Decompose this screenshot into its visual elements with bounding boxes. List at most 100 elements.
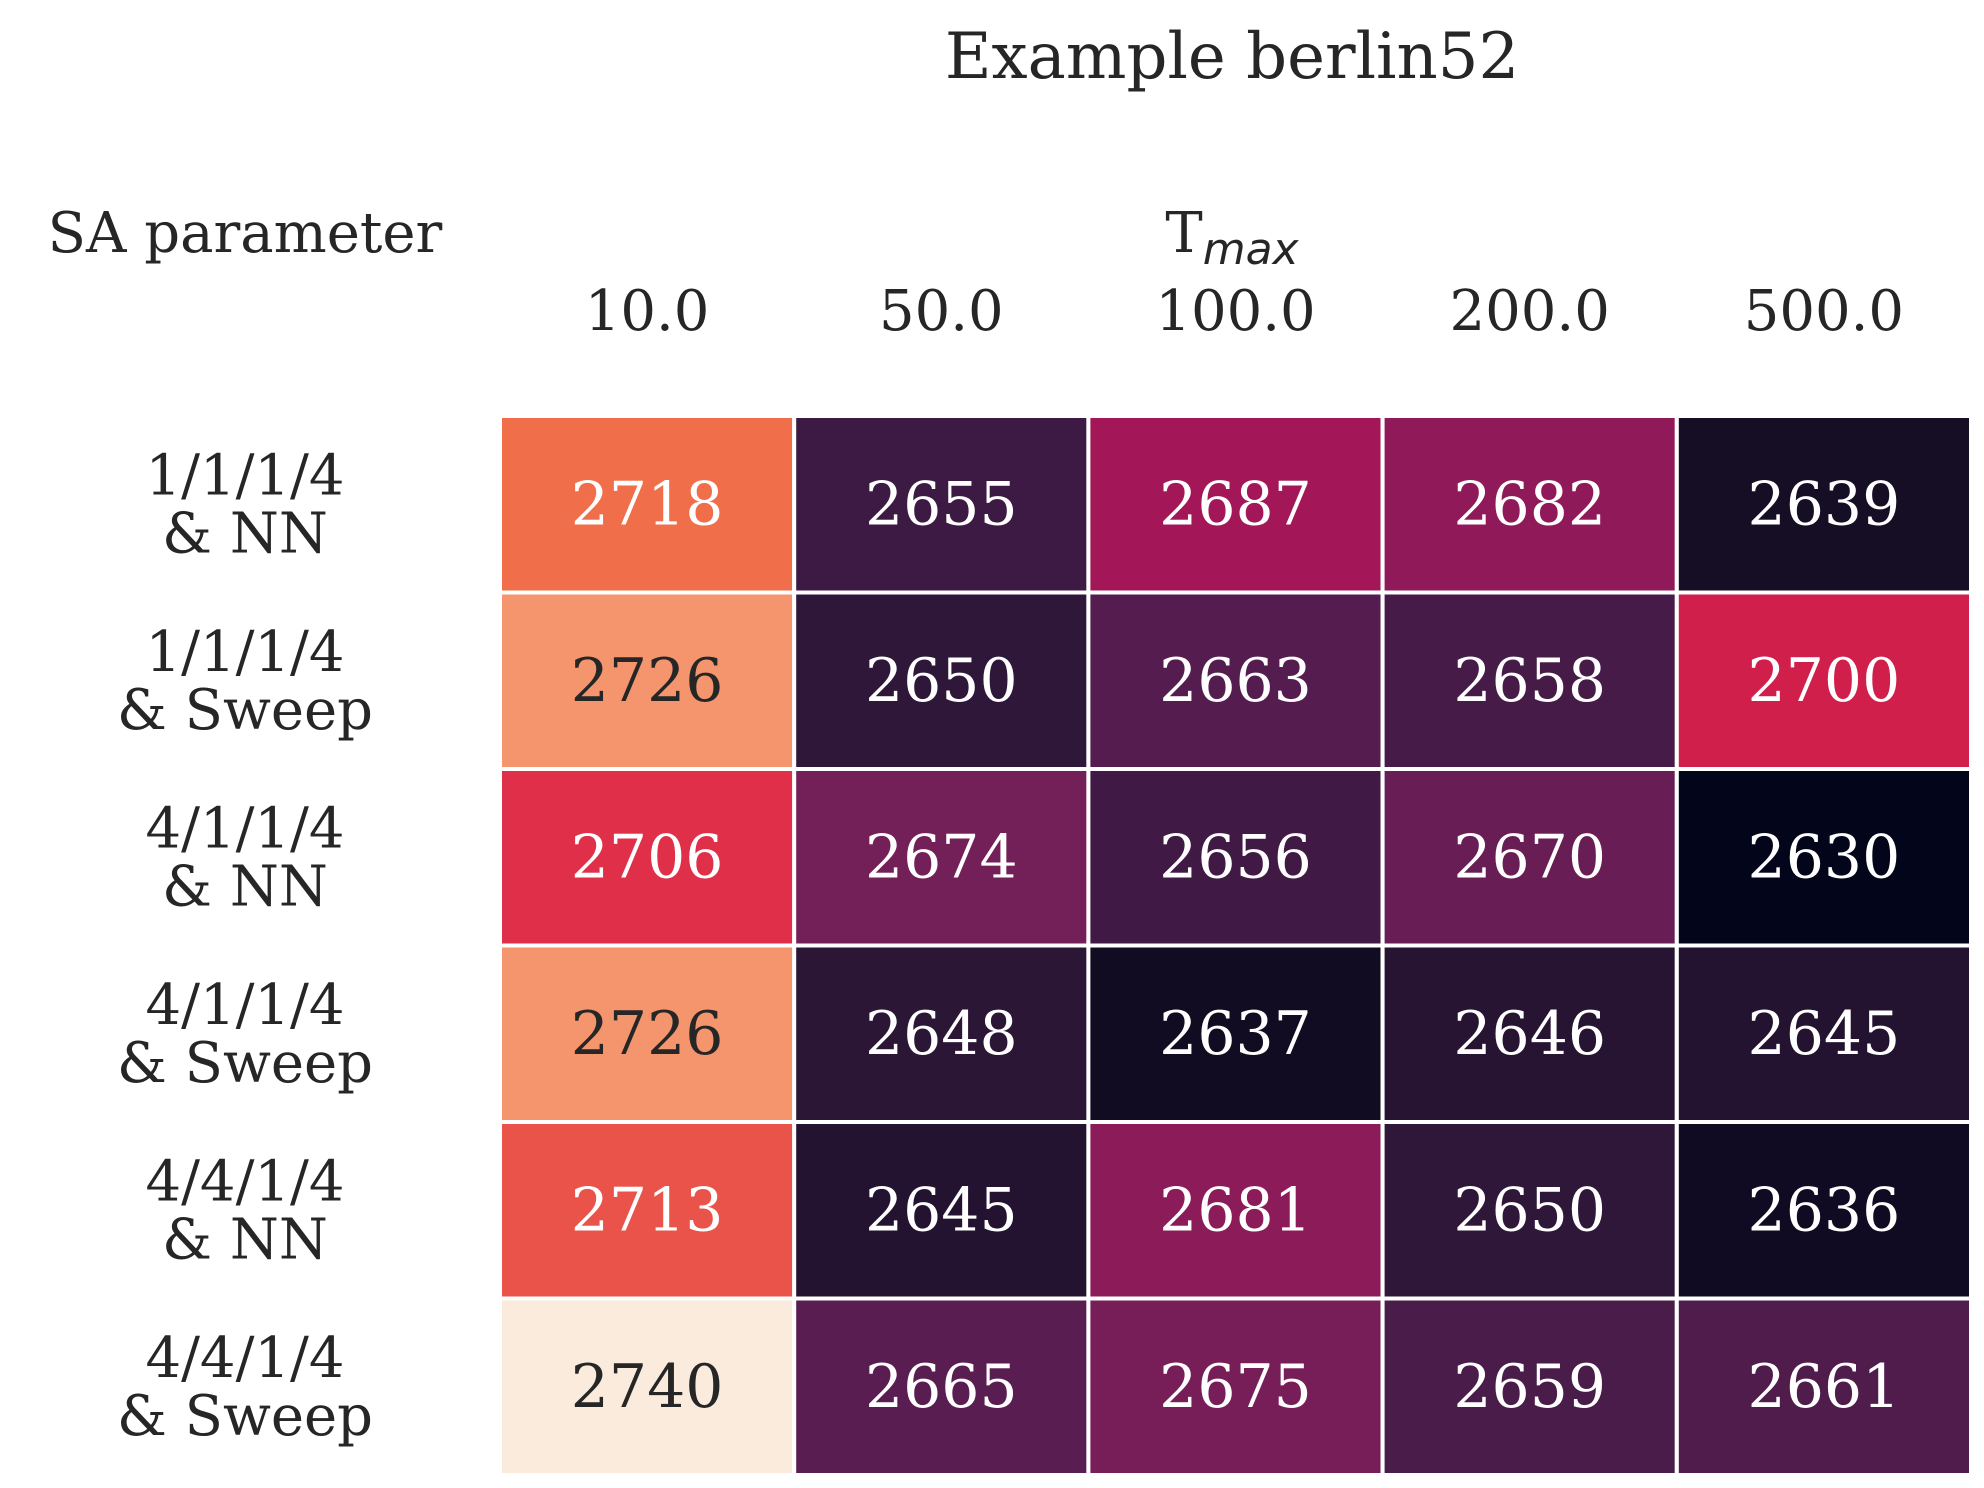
heatmap-cell-rect <box>1086 414 1385 595</box>
heatmap-cell-value: 2681 <box>1159 1175 1312 1245</box>
heatmap-cell-value: 2740 <box>571 1352 724 1422</box>
heatmap-cell-value: 2661 <box>1748 1352 1901 1422</box>
heatmap-cell-value: 2713 <box>571 1175 724 1245</box>
heatmap-cell-value: 2663 <box>1159 646 1312 716</box>
heatmap-cell-value: 2655 <box>865 469 1018 539</box>
heatmap-cell-rect <box>1380 1296 1679 1477</box>
column-label: 200.0 <box>1450 279 1610 344</box>
heatmap-cell: 2659 <box>1380 1296 1679 1477</box>
heatmap-cell: 2675 <box>1086 1296 1385 1477</box>
heatmap-cell: 2713 <box>498 1120 797 1301</box>
column-labels: 10.0 50.0 100.0 200.0 500.0 <box>585 279 1904 344</box>
heatmap-cell: 2645 <box>1674 943 1974 1124</box>
heatmap-cell: 2639 <box>1674 414 1974 595</box>
heatmap-cell-value: 2656 <box>1159 822 1312 892</box>
row-label-line1: 1/1/1/4 <box>145 620 344 685</box>
heatmap-cell: 2650 <box>1380 1120 1679 1301</box>
heatmap-cell: 2630 <box>1674 767 1974 948</box>
row-label-line2: & NN <box>162 501 328 566</box>
heatmap-cell: 2687 <box>1086 414 1385 595</box>
row-label: 1/1/1/4& NN <box>145 443 344 566</box>
heatmap-cell-value: 2700 <box>1748 646 1901 716</box>
heatmap-cell-value: 2687 <box>1159 469 1312 539</box>
row-label-line2: & Sweep <box>117 1031 373 1096</box>
heatmap-cell-value: 2658 <box>1453 646 1606 716</box>
row-axis-header: SA parameter <box>48 201 443 266</box>
heatmap-cell-value: 2706 <box>571 822 724 892</box>
heatmap-cell-rect <box>792 767 1091 948</box>
heatmap-cell: 2706 <box>498 767 797 948</box>
heatmap-cell-value: 2718 <box>571 469 724 539</box>
heatmap-cell: 2646 <box>1380 943 1679 1124</box>
heatmap-cell-value: 2659 <box>1453 1352 1606 1422</box>
row-label: 1/1/1/4& Sweep <box>117 620 373 743</box>
heatmap-cell-value: 2648 <box>865 999 1018 1069</box>
heatmap-cell: 2637 <box>1086 943 1385 1124</box>
heatmap-cell: 2682 <box>1380 414 1679 595</box>
row-label-line1: 4/4/1/4 <box>145 1149 344 1214</box>
heatmap-cell-rect <box>1380 767 1679 948</box>
heatmap-cell-value: 2637 <box>1159 999 1312 1069</box>
heatmap-cell-rect <box>792 1296 1091 1477</box>
row-label-line1: 4/1/1/4 <box>145 973 344 1038</box>
heatmap-cell: 2718 <box>498 414 797 595</box>
heatmap-cell-rect <box>498 414 797 595</box>
heatmap-cell-rect <box>1086 943 1385 1124</box>
heatmap-cell: 2674 <box>792 767 1091 948</box>
heatmap-cell-rect <box>1086 590 1385 771</box>
row-label: 4/1/1/4& NN <box>145 796 344 919</box>
column-axis-header-main: T <box>1165 201 1202 266</box>
heatmap-cell: 2681 <box>1086 1120 1385 1301</box>
column-axis-header-subscript: max <box>1203 224 1300 275</box>
heatmap-cell: 2661 <box>1674 1296 1974 1477</box>
heatmap-cell-value: 2665 <box>865 1352 1018 1422</box>
heatmap-cell-value: 2650 <box>865 646 1018 716</box>
column-label: 500.0 <box>1744 279 1904 344</box>
heatmap-cell-value: 2636 <box>1748 1175 1901 1245</box>
heatmap-cell-rect <box>792 414 1091 595</box>
heatmap-cell-value: 2674 <box>865 822 1018 892</box>
row-label: 4/4/1/4& Sweep <box>117 1326 373 1449</box>
heatmap-cell-value: 2726 <box>571 646 724 716</box>
heatmap-cell-value: 2630 <box>1748 822 1901 892</box>
heatmap-cell: 2656 <box>1086 767 1385 948</box>
heatmap-cell-rect <box>1674 943 1974 1124</box>
row-label-line2: & NN <box>162 854 328 919</box>
chart-title: Example berlin52 <box>945 20 1519 94</box>
row-label: 4/1/1/4& Sweep <box>117 973 373 1096</box>
heatmap-cell-value: 2726 <box>571 999 724 1069</box>
heatmap-cell-value: 2645 <box>1748 999 1901 1069</box>
heatmap-cell-value: 2650 <box>1453 1175 1606 1245</box>
column-axis-header: Tmax <box>1165 201 1299 275</box>
row-label-line2: & Sweep <box>117 1384 373 1449</box>
heatmap-cell-rect <box>1674 1120 1974 1301</box>
heatmap-cell-rect <box>498 1120 797 1301</box>
column-label: 100.0 <box>1155 279 1315 344</box>
heatmap-cell: 2650 <box>792 590 1091 771</box>
row-label-line1: 4/1/1/4 <box>145 796 344 861</box>
heatmap-cell: 2670 <box>1380 767 1679 948</box>
heatmap-cell: 2665 <box>792 1296 1091 1477</box>
heatmap-cell-value: 2670 <box>1453 822 1606 892</box>
column-label: 50.0 <box>879 279 1004 344</box>
row-label-line1: 1/1/1/4 <box>145 443 344 508</box>
heatmap-cell: 2645 <box>792 1120 1091 1301</box>
heatmap-cell-value: 2675 <box>1159 1352 1312 1422</box>
heatmap-cell: 2726 <box>498 943 797 1124</box>
row-label-line1: 4/4/1/4 <box>145 1326 344 1391</box>
heatmap-cell-rect <box>792 943 1091 1124</box>
heatmap-cell-value: 2645 <box>865 1175 1018 1245</box>
heatmap-cell: 2648 <box>792 943 1091 1124</box>
column-label: 10.0 <box>585 279 710 344</box>
heatmap-cell-value: 2639 <box>1748 469 1901 539</box>
heatmap-cell-value: 2646 <box>1453 999 1606 1069</box>
heatmap-cell-rect <box>498 590 797 771</box>
heatmap-cell-rect <box>1380 943 1679 1124</box>
heatmap-cell: 2700 <box>1674 590 1974 771</box>
heatmap-cells: 2718 2655 2687 2682 2639 2726 2650 2663 2658 2700… <box>498 414 1974 1477</box>
row-label: 4/4/1/4& NN <box>145 1149 344 1272</box>
heatmap-cell-rect <box>1674 1296 1974 1477</box>
heatmap-cell: 2726 <box>498 590 797 771</box>
